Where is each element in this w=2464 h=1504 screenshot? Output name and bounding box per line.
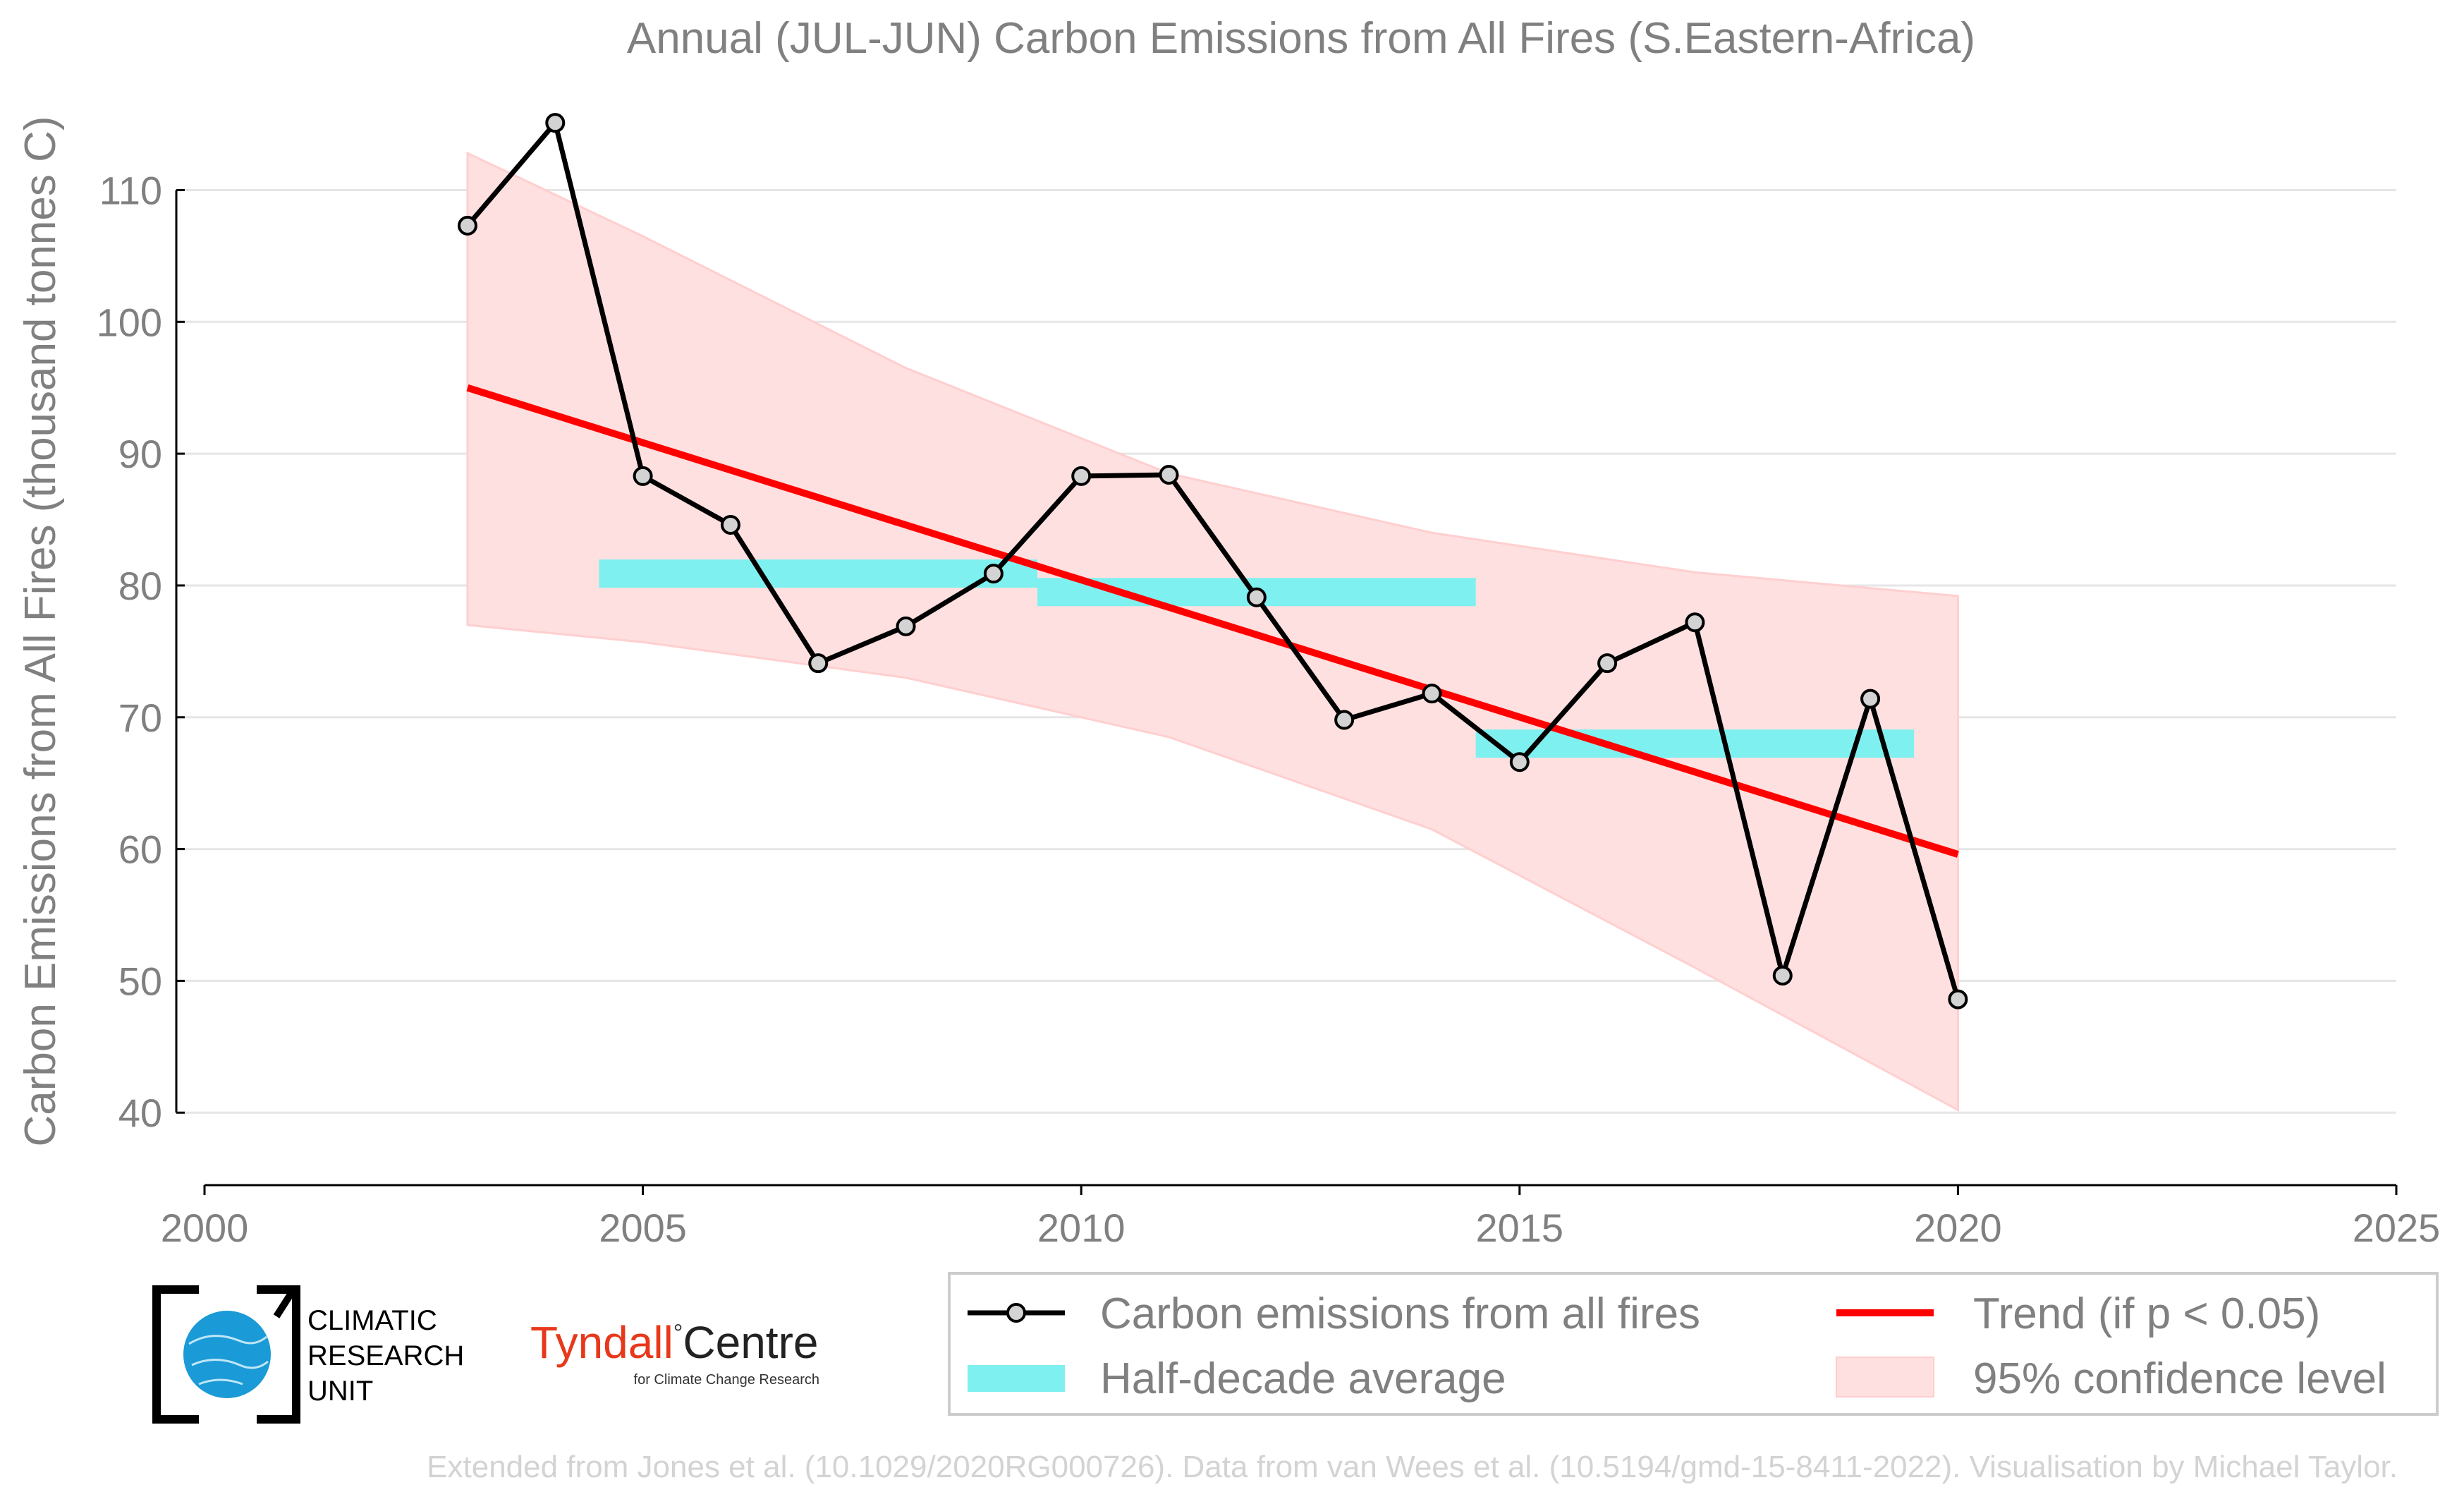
emissions-point: [1772, 965, 1793, 986]
emissions-point: [1422, 684, 1442, 704]
legend-emissions-marker-icon: [1006, 1303, 1026, 1323]
emissions-point: [1685, 612, 1705, 633]
x-tick-label: 2005: [599, 1206, 687, 1250]
emissions-point: [633, 466, 653, 486]
emissions-point: [1159, 465, 1179, 485]
x-tick-label: 2015: [1476, 1206, 1564, 1250]
x-tick-label: 2000: [161, 1206, 249, 1250]
y-tick-label: 40: [118, 1091, 162, 1135]
emissions-point: [457, 215, 477, 236]
legend-item-confidence: 95% confidence level: [1836, 1354, 2386, 1403]
emissions-point: [1334, 710, 1355, 730]
chart-title: Annual (JUL-JUN) Carbon Emissions from A…: [627, 14, 1975, 63]
x-tick-label: 2010: [1037, 1206, 1126, 1250]
emissions-point: [1860, 689, 1881, 709]
confidence-band-layer: [466, 151, 1959, 1112]
y-tick-label: 90: [118, 432, 162, 476]
emissions-point: [545, 113, 566, 133]
legend-label-confidence: 95% confidence level: [1973, 1354, 2386, 1403]
tyndall-logo: Tyndall°Centre for Climate Change Resear…: [530, 1317, 819, 1388]
trend-line: [466, 384, 1959, 858]
legend-item-trend: Trend (if p < 0.05): [1836, 1290, 2320, 1338]
legend-item-emissions: Carbon emissions from all fires: [968, 1290, 1700, 1338]
cru-logo: CLIMATIC RESEARCH UNIT: [152, 1285, 464, 1424]
y-axis-label: Carbon Emissions from All Fires (thousan…: [16, 116, 65, 1146]
emissions-point: [1597, 653, 1618, 674]
emissions-point: [1246, 587, 1267, 607]
emissions-point: [808, 653, 829, 674]
confidence-band: [466, 151, 1959, 1112]
emissions-point: [720, 515, 740, 535]
cru-bracket-right-icon: [257, 1285, 300, 1424]
half-decade-bar: [599, 559, 1038, 588]
axes: [175, 188, 2398, 1195]
y-tick-label: 80: [118, 564, 162, 608]
x-tick-label: 2020: [1914, 1206, 2002, 1250]
trend-layer: [466, 384, 1959, 858]
emissions-point: [1071, 466, 1092, 486]
emissions-point: [1948, 989, 1968, 1009]
cru-text-line-2: RESEARCH: [307, 1340, 464, 1371]
credit-line: Extended from Jones et al. (10.1029/2020…: [427, 1450, 2398, 1484]
emissions-point: [983, 564, 1004, 584]
y-tick-label: 110: [99, 168, 162, 212]
y-tick-label: 60: [118, 827, 162, 872]
y-tick-label: 50: [118, 959, 162, 1003]
series-layer: [457, 113, 1968, 1009]
tick-labels: 40 50 60 70 80 90 100 110 2000 2005 2010 2015 2020 20…: [97, 168, 2441, 1250]
cru-slash-icon: [273, 1289, 296, 1318]
y-tick-label: 100: [97, 300, 162, 344]
emissions-point: [896, 616, 916, 636]
cru-bracket-left-icon: [152, 1285, 199, 1424]
legend-frame: [948, 1272, 2439, 1416]
tyndall-subtitle: for Climate Change Research: [634, 1372, 819, 1388]
legend-label-trend: Trend (if p < 0.05): [1973, 1290, 2320, 1338]
cru-globe-icon: [183, 1311, 271, 1398]
cru-text-line-3: UNIT: [307, 1376, 373, 1407]
legend-item-half-decade: Half-decade average: [968, 1354, 1506, 1403]
half-decade-bar: [1475, 729, 1915, 758]
legend: Carbon emissions from all fires Trend (i…: [948, 1272, 2439, 1416]
emissions-point: [1509, 752, 1530, 772]
cru-globe-contour-icon: [188, 1335, 269, 1385]
legend-label-emissions: Carbon emissions from all fires: [1100, 1290, 1700, 1338]
x-tick-label: 2025: [2353, 1206, 2441, 1250]
cru-text-line-1: CLIMATIC: [307, 1305, 437, 1336]
emissions-line: [465, 120, 1960, 1000]
legend-half-decade-swatch-icon: [968, 1365, 1065, 1392]
y-tick-label: 70: [118, 696, 162, 740]
legend-label-half-decade: Half-decade average: [1100, 1354, 1506, 1403]
tyndall-wordmark: Tyndall°Centre: [530, 1317, 818, 1368]
legend-confidence-swatch-icon: [1836, 1357, 1934, 1397]
